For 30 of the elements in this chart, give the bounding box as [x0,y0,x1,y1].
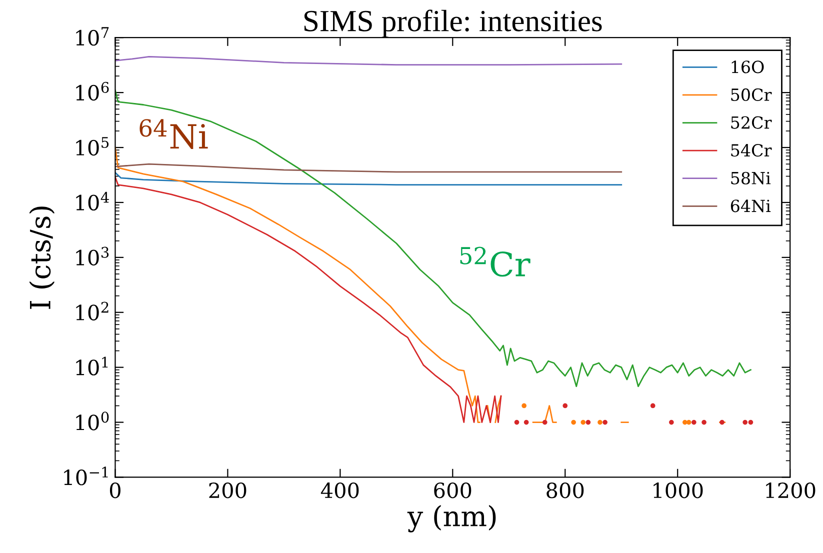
line-series [115,163,622,173]
x-axis-title: y (nm) [407,505,496,532]
legend-label: 64Ni [730,200,771,212]
y-axis-title: I (cts/s) [29,206,55,309]
legend-label: 16O [732,60,764,74]
x-tick-label: 200 [209,482,246,498]
chart-title: SIMS profile: intensities [304,10,602,38]
x-tick-label: 600 [434,482,472,498]
x-tick-label: 400 [320,482,359,498]
line-series [115,172,622,186]
y-tick-label: 10$^{3}$ [76,246,109,266]
y-tick-label: 10$^{5}$ [76,137,109,156]
x-tick-label: 0 [110,482,120,498]
y-tick-label: 10$^{2}$ [76,302,108,320]
y-tick-label: 10$^{4}$ [76,192,109,211]
y-tick-label: 10$^{0}$ [76,412,109,430]
legend-label: 50Cr [731,88,772,102]
x-tick-label: 1000 [654,482,703,498]
line-series [115,56,622,66]
legend-label: 52Cr [731,116,772,129]
x-tick-label: 800 [546,482,584,498]
y-tick-label: 10$^{1}$ [76,356,108,376]
legend-label: 58Ni [731,172,771,184]
y-tick-label: 10$^{−1}$ [64,466,108,486]
annotation: $^{64}$Ni [140,119,208,150]
legend-label: 54Cr [731,144,772,157]
annotation: $^{52}$Cr [460,246,530,277]
y-tick-label: 10$^{7}$ [76,27,109,46]
y-tick-label: 10$^{6}$ [76,82,109,101]
x-tick-label: 1200 [766,482,816,498]
